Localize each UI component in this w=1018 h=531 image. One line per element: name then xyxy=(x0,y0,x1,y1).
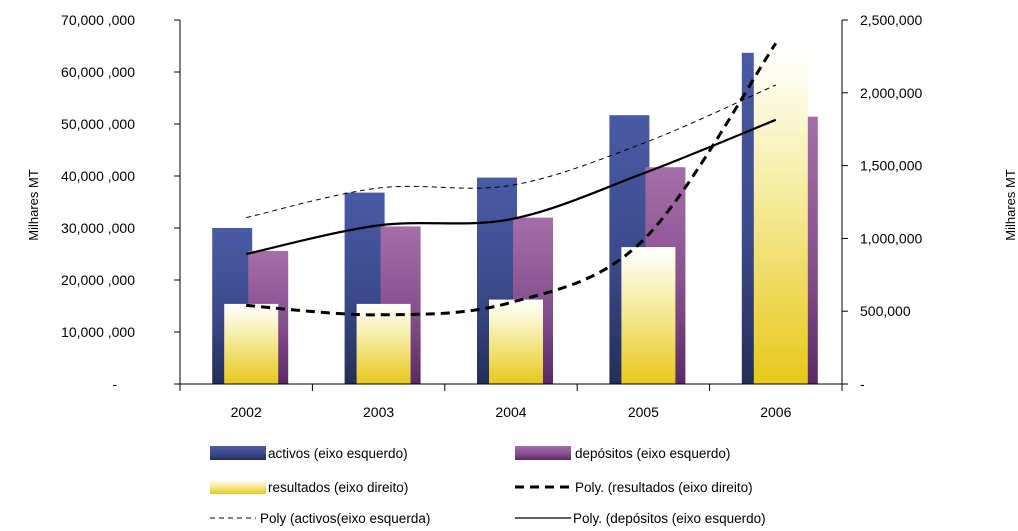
right-tick-label: 1,000,000 xyxy=(860,230,922,246)
legend: activos (eixo esquerdo) depósitos (eixo … xyxy=(210,446,766,526)
legend-label-depositos: depósitos (eixo esquerdo) xyxy=(575,446,730,461)
left-tick-label: 40,000 ,000 xyxy=(61,168,135,184)
plot-area xyxy=(212,42,818,385)
bar-resultados-2002 xyxy=(224,303,279,384)
x-tick-label: 2003 xyxy=(363,404,394,420)
left-tick-label: 70,000 ,000 xyxy=(61,12,135,28)
trendline-activos xyxy=(246,84,777,219)
left-tick-label: 10,000 ,000 xyxy=(61,324,135,340)
right-axis-title: Milhares MT xyxy=(1003,169,1018,241)
right-tick-label: - xyxy=(860,376,865,392)
bar-resultados-2003 xyxy=(356,303,411,384)
left-tick-label: 30,000 ,000 xyxy=(61,220,135,236)
left-tick-label: 50,000 ,000 xyxy=(61,116,135,132)
bar-resultados-2004 xyxy=(489,299,543,384)
legend-label-activos: activos (eixo esquerdo) xyxy=(268,446,408,461)
bar-resultados-2005 xyxy=(621,247,676,384)
legend-swatch-resultados xyxy=(210,480,266,494)
legend-label-poly-depositos: Poly. (depósitos (eixo esquerdo) xyxy=(573,511,766,526)
x-tick-label: 2006 xyxy=(760,404,791,420)
right-tick-label: 2,000,000 xyxy=(860,85,922,101)
left-tick-label: - xyxy=(112,376,117,392)
right-tick-label: 2,500,000 xyxy=(860,12,922,28)
x-tick-label: 2002 xyxy=(231,404,262,420)
x-tick-label: 2005 xyxy=(628,404,659,420)
trendline-resultados xyxy=(246,42,778,317)
left-tick-label: 20,000 ,000 xyxy=(61,272,135,288)
axes: - 10,000 ,000 20,000 ,000 30,000 ,000 40,000… xyxy=(61,12,922,420)
bar-resultados-2006 xyxy=(753,52,808,384)
left-tick-label: 60,000 ,000 xyxy=(61,64,135,80)
x-tick-label: 2004 xyxy=(495,404,526,420)
right-tick-label: 500,000 xyxy=(860,303,911,319)
legend-label-resultados: resultados (eixo direito) xyxy=(268,480,408,495)
right-tick-label: 1,500,000 xyxy=(860,158,922,174)
legend-label-poly-resultados: Poly. (resultados (eixo direito) xyxy=(575,480,753,495)
legend-swatch-activos xyxy=(210,446,266,460)
legend-label-poly-activos: Poly (activos(eixo esquerda) xyxy=(260,511,430,526)
left-axis-title: Milhares MT xyxy=(26,169,41,241)
trendline-depositos xyxy=(245,118,777,256)
legend-swatch-depositos xyxy=(515,446,571,460)
